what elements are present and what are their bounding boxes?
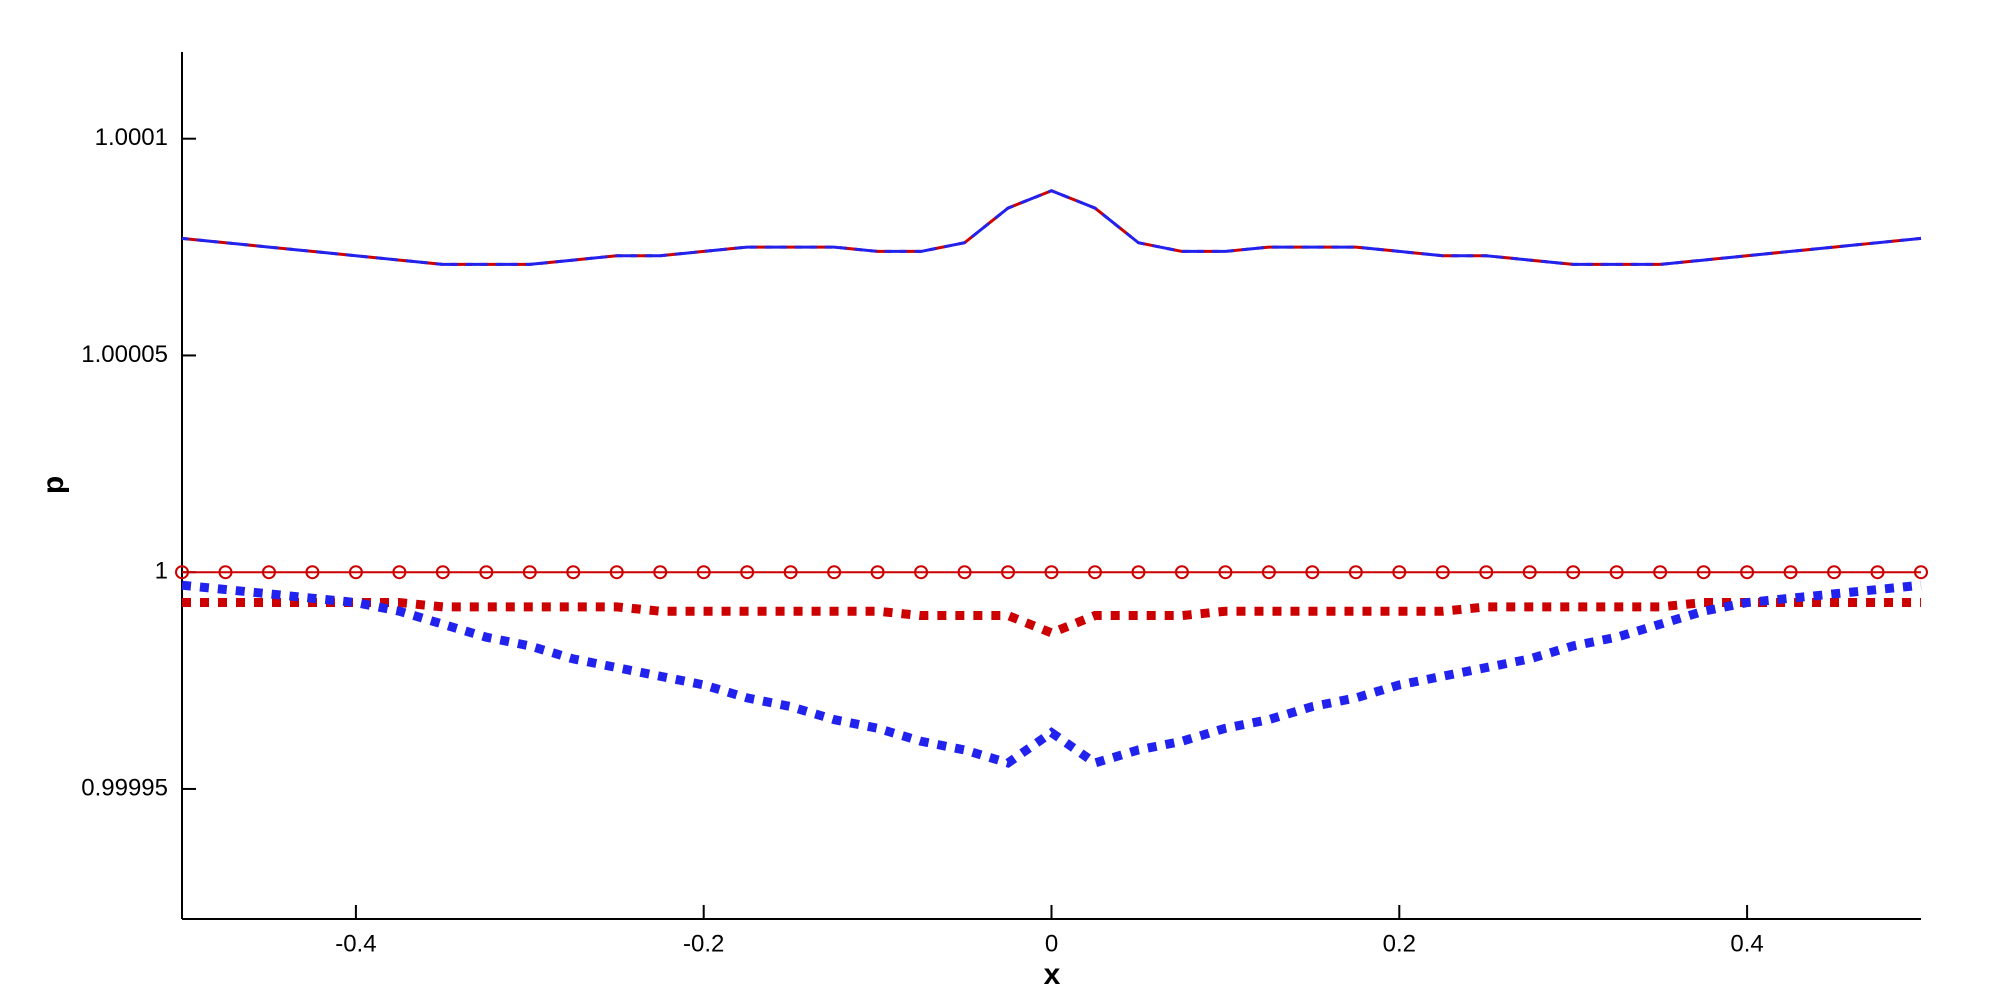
series-line [181, 580, 1922, 768]
x-tick-label: 0.2 [1383, 930, 1416, 957]
x-tick-label: 0 [1045, 930, 1058, 957]
y-tick-label: 1.00005 [81, 341, 168, 368]
series-line [181, 189, 1922, 266]
y-tick-label: 1.0001 [95, 124, 168, 151]
x-tick-label: 0.4 [1730, 930, 1763, 957]
y-axis-title: p [37, 476, 70, 494]
series-line [181, 189, 1922, 266]
x-axis-title: x [1044, 958, 1061, 991]
x-tick-label: -0.2 [683, 930, 724, 957]
y-tick-label: 0.99995 [81, 774, 168, 801]
y-tick-label: 1 [155, 558, 168, 585]
x-tick-label: -0.4 [335, 930, 376, 957]
series-line [182, 598, 1921, 638]
